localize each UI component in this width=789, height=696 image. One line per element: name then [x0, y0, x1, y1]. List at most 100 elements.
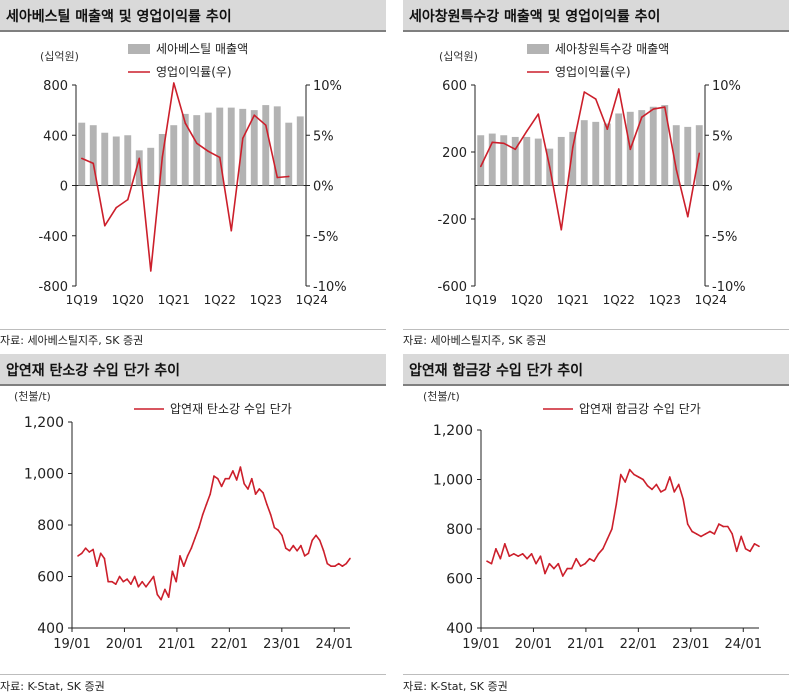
price-point — [619, 473, 622, 476]
y2-tick-label: 10% — [313, 79, 342, 94]
price-point — [669, 476, 671, 478]
y2-tick-label: -10% — [712, 280, 746, 295]
margin-point — [698, 152, 701, 155]
chart-panel-carbon-steel: 압연재 탄소강 수입 단가 추이 (천불/t) 압연재 탄소강 수입 단가 1,20… — [0, 354, 386, 696]
price-point — [292, 544, 295, 547]
price-point — [570, 567, 573, 570]
price-point — [258, 488, 261, 490]
y-axis-label: (십억원) — [40, 50, 79, 63]
price-point — [495, 548, 497, 550]
price-point — [535, 562, 537, 565]
margin-point — [629, 148, 632, 151]
price-line — [486, 468, 760, 577]
sales-bar — [649, 106, 657, 186]
price-point — [296, 549, 298, 552]
price-point — [526, 557, 528, 560]
source-note: 자료: 세아베스틸지주, SK 증권 — [403, 334, 547, 347]
margin-point — [138, 157, 141, 160]
sales-bar — [124, 135, 132, 186]
price-point — [695, 533, 698, 535]
price-point — [216, 477, 219, 480]
sales-bar — [204, 112, 212, 186]
legend-label-margin: 영업이익률(우) — [555, 65, 631, 79]
price-point — [744, 548, 747, 550]
sales-bar — [684, 126, 692, 186]
margin-line — [480, 88, 701, 231]
sales-bar — [592, 121, 600, 186]
panel-title: 세아창원특수강 매출액 및 영업이익률 추이 — [409, 9, 661, 25]
price-point — [103, 557, 106, 560]
price-point — [209, 493, 212, 495]
sales-bar — [511, 136, 519, 186]
price-point — [341, 565, 344, 567]
margin-point — [583, 91, 586, 93]
sales-bar — [135, 150, 143, 186]
x-tick-label: 1Q22 — [204, 293, 236, 307]
price-point — [709, 530, 711, 533]
margin-point — [115, 206, 118, 209]
panel-title: 세아베스틸 매출액 및 영업이익률 추이 — [6, 9, 232, 25]
price-point — [566, 567, 569, 570]
margin-point — [195, 142, 198, 145]
price-point — [99, 552, 102, 555]
margin-point — [184, 122, 187, 124]
chart-panel-sea-changwon: 세아창원특수강 매출액 및 영업이익률 추이 (십억원) 세아창원특수강 매출액 영… — [403, 0, 789, 350]
price-point — [182, 565, 185, 567]
x-tick-label: 22/01 — [620, 637, 657, 652]
sales-bar — [580, 120, 588, 186]
price-point — [642, 478, 644, 481]
price-point — [553, 567, 555, 570]
margin-point — [253, 114, 256, 116]
price-point — [284, 547, 287, 549]
price-point — [637, 476, 640, 478]
x-tick-label: 1Q20 — [511, 293, 543, 307]
price-point — [186, 555, 189, 557]
price-point — [137, 586, 140, 588]
y2-tick-label: 10% — [712, 79, 741, 94]
sales-bar — [181, 113, 189, 186]
price-point — [205, 503, 208, 506]
y-tick-label: 1,000 — [433, 473, 473, 489]
price-point — [722, 525, 725, 528]
margin-point — [502, 142, 505, 145]
sales-bar — [296, 116, 304, 186]
x-tick-label: 1Q22 — [603, 293, 635, 307]
source-divider — [403, 329, 789, 330]
x-tick-label: 1Q24 — [695, 293, 727, 307]
y-tick-label: 400 — [37, 621, 64, 637]
margin-point — [525, 130, 528, 133]
panel-title-bar: 세아창원특수강 매출액 및 영업이익률 추이 — [403, 0, 789, 32]
x-tick-label: 1Q23 — [250, 293, 282, 307]
price-point — [269, 513, 272, 516]
panel-title-bar: 압연재 합금강 수입 단가 추이 — [403, 354, 789, 386]
margin-point — [161, 156, 164, 159]
source-divider — [403, 674, 789, 675]
sales-bar — [78, 122, 86, 186]
x-tick-label: 20/01 — [515, 637, 552, 652]
price-point — [615, 503, 618, 506]
price-point — [633, 473, 635, 476]
margin-point — [218, 156, 221, 159]
margin-point — [560, 228, 563, 231]
price-point — [201, 513, 204, 516]
alloy-steel-price-chart: (천불/t) 압연재 합금강 수입 단가 1,200 1,000 800 600 40019… — [423, 389, 762, 652]
price-point — [602, 548, 604, 550]
margin-point — [663, 106, 666, 108]
sales-bar — [557, 136, 565, 186]
price-point — [682, 498, 684, 501]
price-line — [77, 466, 351, 601]
margin-point — [686, 215, 689, 218]
margin-point — [264, 124, 267, 126]
price-point — [539, 555, 542, 558]
carbon-steel-price-chart: (천불/t) 압연재 탄소강 수입 단가 1,200 1,000 800 600 40019… — [14, 389, 353, 652]
price-point — [171, 570, 174, 573]
margin-point — [207, 150, 210, 153]
x-tick-label: 22/01 — [211, 637, 248, 652]
sales-bar — [227, 107, 235, 186]
sales-bar — [477, 135, 485, 186]
sales-bar — [101, 132, 109, 186]
source-divider — [0, 674, 386, 675]
price-point — [740, 535, 742, 538]
y-tick-label: 400 — [43, 129, 68, 144]
price-point — [557, 562, 560, 565]
